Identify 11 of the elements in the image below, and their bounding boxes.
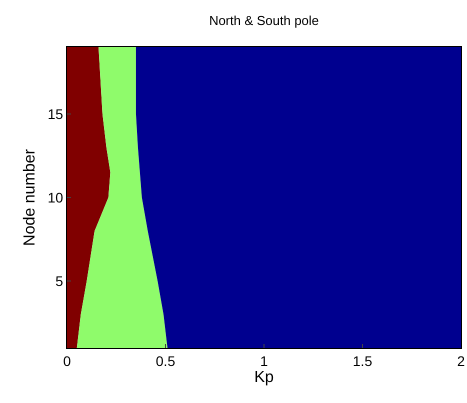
chart-title: North & South pole	[209, 13, 319, 28]
x-tick-label: 0.5	[156, 352, 176, 369]
x-tick-label: 2	[457, 352, 466, 369]
y-tick-label: 15	[48, 106, 64, 122]
y-tick-label: 5	[55, 273, 64, 290]
y-tick-label: 10	[48, 189, 64, 206]
x-tick-label: 1	[260, 352, 268, 369]
y-axis-title: Node number	[22, 148, 39, 246]
x-tick-label: 1.5	[352, 352, 372, 369]
x-axis-title: Kp	[254, 368, 274, 386]
x-tick-label: 0	[63, 352, 72, 369]
